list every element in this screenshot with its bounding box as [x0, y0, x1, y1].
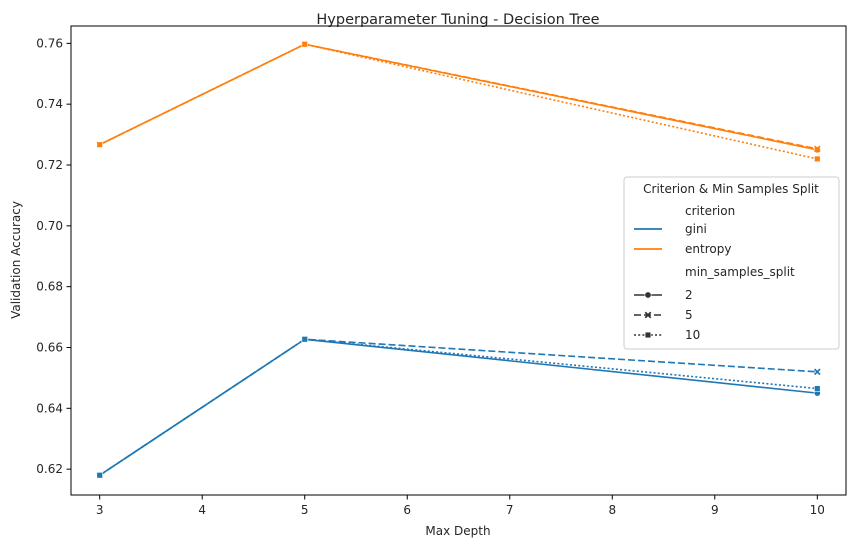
x-tick-label: 5 — [301, 503, 309, 517]
data-point — [814, 155, 821, 163]
legend-title: Criterion & Min Samples Split — [643, 182, 819, 196]
legend-box — [623, 176, 840, 350]
series-line — [99, 338, 818, 476]
legend-style-title: min_samples_split — [685, 265, 795, 279]
x-tick-label: 9 — [711, 503, 719, 517]
series-layer — [96, 40, 821, 479]
data-point — [301, 336, 308, 343]
y-tick-label: 0.62 — [36, 462, 63, 476]
legend-entry-min-samples-5: 5 — [634, 308, 693, 322]
x-tick-label: 6 — [403, 503, 411, 517]
legend-entry-entropy: entropy — [634, 242, 731, 256]
legend-hue-title: criterion — [685, 204, 735, 218]
x-tick-label: 10 — [810, 503, 825, 517]
legend-entry-gini: gini — [634, 222, 707, 236]
data-point — [96, 141, 103, 148]
series-gini-10 — [96, 336, 821, 479]
axes: 3 4 5 6 7 8 9 10 0.620.640.660.680.700.720.740.… — [36, 25, 847, 517]
legend-entry-min-samples-10: 10 — [634, 328, 700, 342]
legend-style-entries: 2 5 10 — [634, 288, 700, 342]
x-tick-label: 8 — [608, 503, 616, 517]
legend-marker — [644, 311, 652, 319]
x-axis-ticks: 3 4 5 6 7 8 9 10 — [96, 495, 825, 517]
y-axis-label: Validation Accuracy — [9, 201, 23, 319]
legend-label: 10 — [685, 328, 700, 342]
y-tick-label: 0.68 — [36, 280, 63, 294]
y-tick-label: 0.64 — [36, 401, 63, 415]
y-tick-label: 0.70 — [36, 219, 63, 233]
legend-label: gini — [685, 222, 707, 236]
plot-frame — [70, 25, 847, 496]
data-point — [301, 41, 308, 48]
x-tick-label: 7 — [506, 503, 514, 517]
legend: Criterion & Min Samples Split criterion … — [623, 176, 840, 350]
legend-entry-min-samples-2: 2 — [634, 288, 693, 302]
y-tick-label: 0.72 — [36, 158, 63, 172]
y-tick-label: 0.66 — [36, 340, 63, 354]
series-entropy-10 — [96, 41, 821, 163]
data-point — [813, 145, 821, 153]
y-tick-label: 0.74 — [36, 97, 63, 111]
x-tick-label: 3 — [96, 503, 104, 517]
data-point — [814, 385, 821, 392]
legend-label: 2 — [685, 288, 693, 302]
chart-title: Hyperparameter Tuning - Decision Tree — [316, 12, 599, 28]
data-point — [813, 368, 821, 376]
y-axis-ticks: 0.62 0.64 0.66 0.68 0.70 0.72 0.74 0.76 — [36, 36, 71, 476]
x-tick-label: 4 — [198, 503, 206, 517]
x-axis-label: Max Depth — [425, 524, 490, 538]
data-point — [96, 472, 103, 479]
legend-hue-entries: gini entropy — [634, 222, 731, 256]
y-tick-label: 0.76 — [36, 36, 63, 50]
legend-marker — [644, 331, 652, 339]
legend-label: 5 — [685, 308, 693, 322]
legend-label: entropy — [685, 242, 731, 256]
legend-marker — [644, 291, 652, 299]
